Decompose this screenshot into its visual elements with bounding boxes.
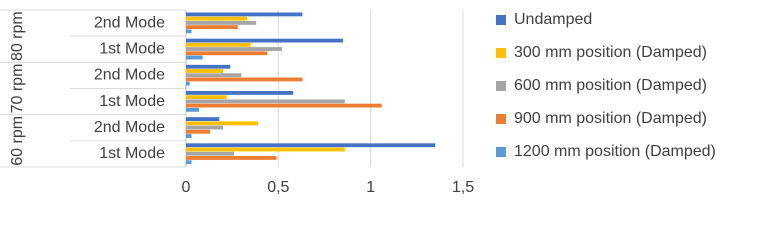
x-tick-label: 1 [366, 179, 375, 196]
group-label: 60 rpm [9, 116, 26, 166]
bar [186, 91, 294, 95]
y-tick-label: 1st Mode [99, 40, 165, 57]
chart: 0 0,5 1 1,5 2nd Mode 1st Mode 2nd Mode 1st Mode… [0, 9, 716, 196]
bar [186, 20, 257, 25]
bar [186, 38, 343, 43]
page: 0 0,5 1 1,5 2nd Mode 1st Mode 2nd Mode 1st Mode… [0, 9, 716, 197]
bar [186, 95, 227, 100]
bar [186, 42, 251, 47]
group-label: 80 rpm [9, 11, 26, 61]
bar [186, 25, 238, 30]
y-tick-label: 2nd Mode [94, 14, 165, 31]
legend-label: 600 mm position (Damped) [514, 77, 707, 94]
x-tick-label: 0,5 [267, 179, 289, 196]
bar [186, 77, 303, 82]
bar [186, 73, 242, 78]
bar [186, 64, 231, 69]
bar [186, 99, 345, 104]
y-tick-label: 2nd Mode [94, 119, 165, 136]
bar [186, 12, 303, 17]
bar [186, 134, 192, 138]
bar [186, 121, 259, 126]
bar [186, 47, 283, 51]
bar [186, 125, 223, 130]
bar [186, 117, 220, 121]
bar [186, 156, 277, 160]
bar [186, 81, 190, 86]
bar [186, 160, 192, 165]
bar [186, 103, 382, 108]
group-label: 70 rpm [9, 64, 26, 114]
y-tick-label: 1st Mode [99, 145, 165, 162]
legend-label: 300 mm position (Damped) [514, 44, 707, 61]
legend-swatch [496, 81, 506, 91]
y-tick-label: 1st Mode [99, 93, 165, 110]
bar [186, 147, 345, 152]
legend-swatch [496, 147, 506, 157]
bar [186, 69, 223, 73]
bar [186, 143, 436, 148]
x-tick-label: 1,5 [452, 179, 474, 196]
y-tick-label: 2nd Mode [94, 67, 165, 84]
legend-label: Undamped [514, 11, 592, 28]
legend-swatch [496, 48, 506, 58]
legend-swatch [496, 114, 506, 124]
bar [186, 16, 247, 21]
bar [186, 151, 235, 156]
bar [186, 55, 203, 60]
x-tick-label: 0 [182, 179, 191, 196]
bar [186, 51, 268, 56]
bar [186, 29, 192, 34]
legend-label: 1200 mm position (Damped) [514, 143, 716, 160]
legend-label: 900 mm position (Damped) [514, 110, 707, 127]
legend-swatch [496, 15, 506, 25]
bar [186, 129, 211, 134]
bar [186, 107, 199, 112]
